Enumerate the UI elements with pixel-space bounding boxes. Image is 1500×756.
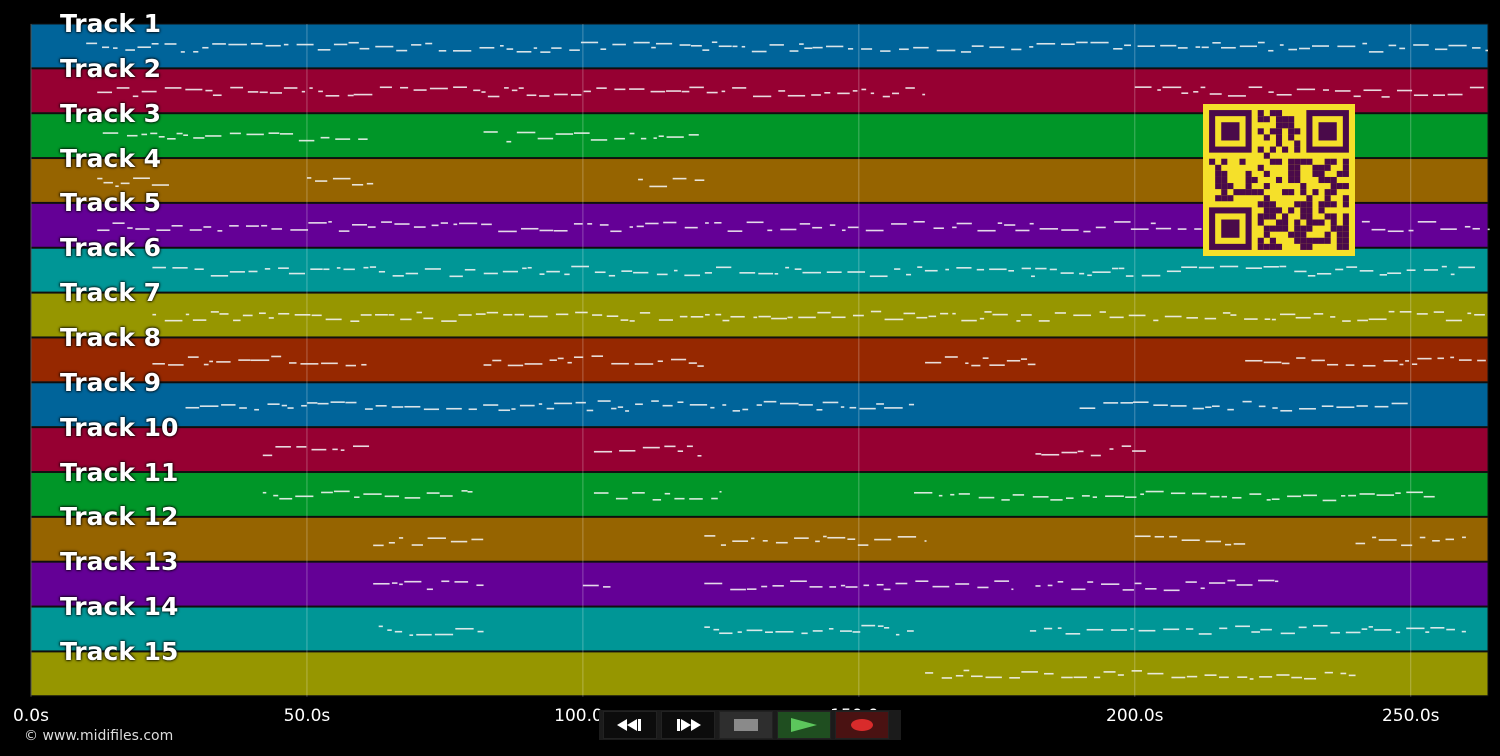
track-label: Track 14 bbox=[60, 592, 179, 622]
track-label: Track 2 bbox=[60, 53, 162, 83]
copyright-text: © www.midifiles.com bbox=[24, 728, 174, 744]
track-label: Track 15 bbox=[60, 636, 179, 666]
timeline-tick-label: 0.0s bbox=[13, 706, 49, 726]
rewind-icon bbox=[617, 719, 641, 731]
track-band bbox=[30, 561, 1489, 607]
transport-controls bbox=[599, 710, 901, 740]
stop-button[interactable] bbox=[719, 711, 773, 739]
track-band bbox=[30, 606, 1489, 652]
track-band bbox=[30, 472, 1489, 517]
track-band bbox=[30, 516, 1489, 562]
track-label: Track 11 bbox=[60, 457, 179, 487]
record-button[interactable] bbox=[835, 711, 889, 739]
track-label: Track 7 bbox=[60, 278, 162, 308]
fast-forward-icon bbox=[677, 719, 701, 731]
track-label: Track 3 bbox=[60, 98, 162, 128]
track-label: Track 10 bbox=[60, 412, 179, 442]
timeline-tick-label: 250.0s bbox=[1381, 706, 1440, 726]
track-label: Track 8 bbox=[60, 322, 162, 352]
notes-layer bbox=[86, 41, 1490, 680]
track-band bbox=[30, 427, 1489, 472]
rewind-button[interactable] bbox=[603, 711, 657, 739]
qr-code-icon bbox=[1203, 104, 1355, 256]
play-icon bbox=[791, 718, 817, 732]
track-band bbox=[30, 337, 1489, 383]
track-band bbox=[30, 23, 1489, 69]
track-band bbox=[30, 292, 1489, 338]
stop-icon bbox=[734, 719, 758, 731]
track-label: Track 9 bbox=[60, 367, 162, 397]
play-button[interactable] bbox=[777, 711, 831, 739]
timeline-tick-label: 200.0s bbox=[1106, 706, 1164, 726]
timeline-tick-label: 100.0s bbox=[554, 706, 612, 726]
timeline-tick-label: 50.0s bbox=[283, 706, 331, 726]
track-label: Track 1 bbox=[60, 9, 162, 38]
track-label: Track 12 bbox=[60, 502, 179, 532]
track-label: Track 5 bbox=[60, 188, 162, 218]
record-icon bbox=[851, 719, 873, 731]
track-label: Track 13 bbox=[60, 547, 179, 577]
track-label: Track 4 bbox=[60, 143, 162, 173]
track-label: Track 6 bbox=[60, 233, 162, 263]
fast-forward-button[interactable] bbox=[661, 711, 715, 739]
track-band bbox=[30, 651, 1489, 697]
